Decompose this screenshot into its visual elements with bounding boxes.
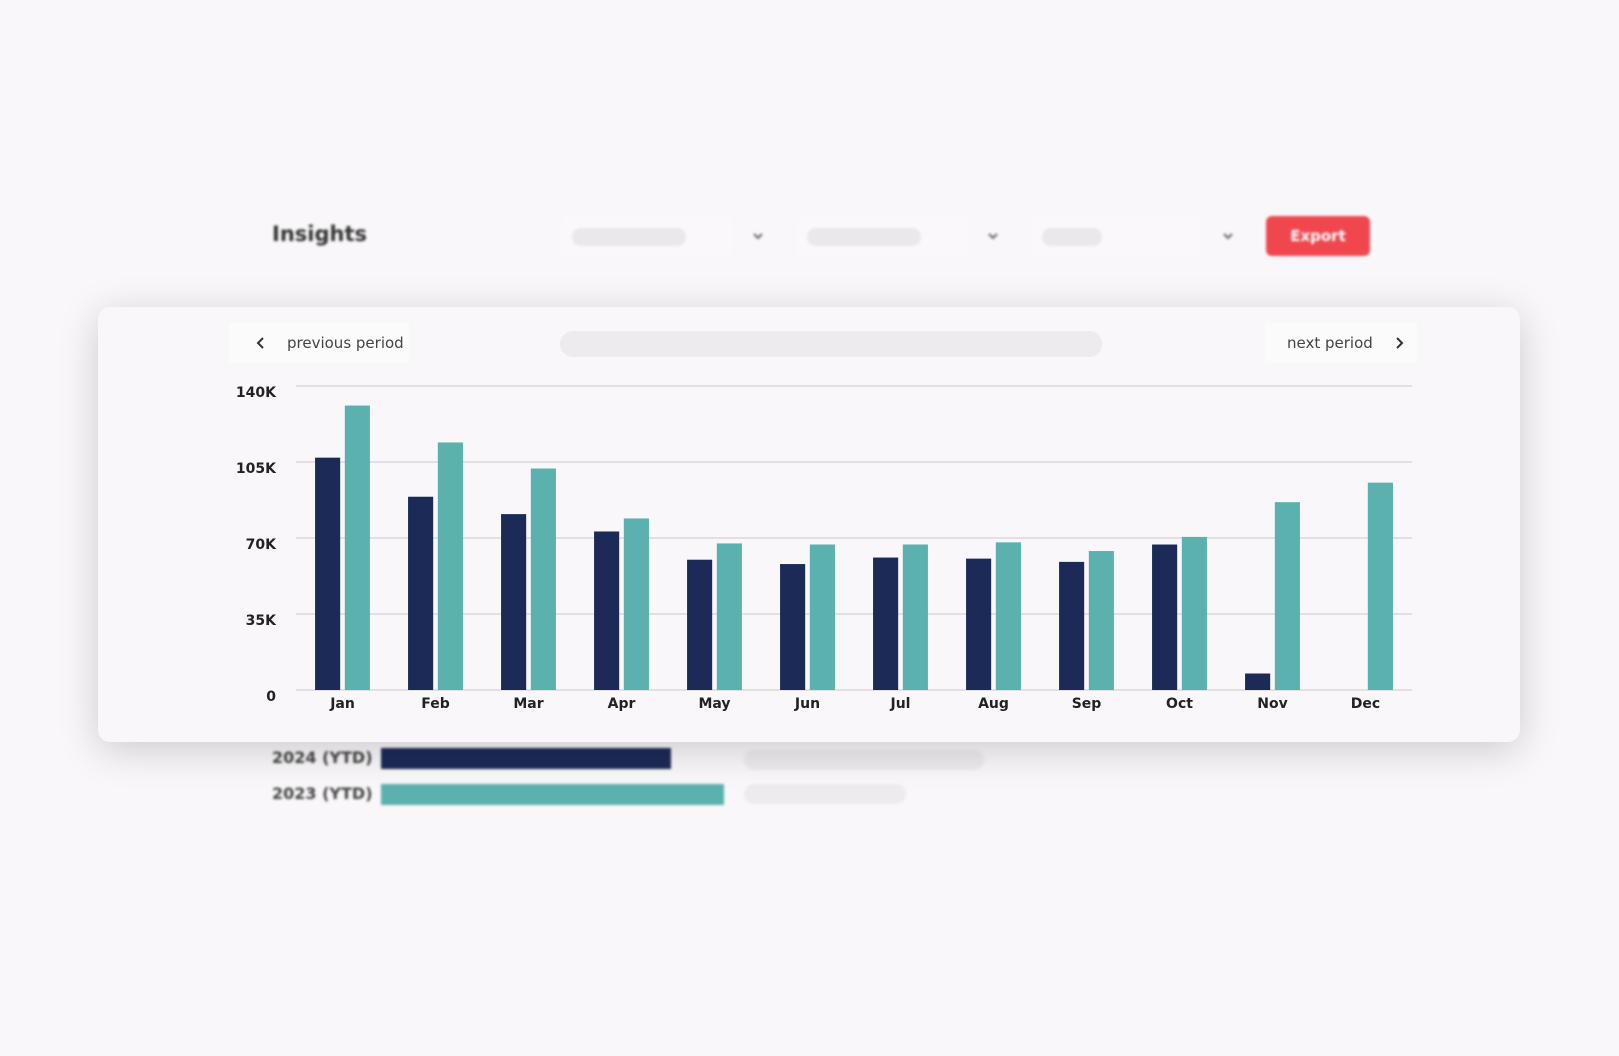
chevron bbox=[988, 233, 998, 240]
bar bbox=[623, 518, 649, 690]
y-tick-label: 35K bbox=[246, 613, 277, 629]
bar bbox=[530, 468, 556, 690]
legend-label: 2023 (YTD) bbox=[272, 784, 373, 803]
legend-label: 2024 (YTD) bbox=[272, 748, 373, 767]
y-tick-label: 140K bbox=[236, 385, 277, 401]
x-tick-label: Apr bbox=[608, 696, 636, 712]
x-tick-label: Sep bbox=[1072, 696, 1102, 712]
export-label: Export bbox=[1290, 227, 1346, 245]
bar bbox=[966, 558, 992, 690]
bar bbox=[687, 559, 713, 690]
previous-button[interactable]: previous period bbox=[229, 323, 409, 363]
bar bbox=[716, 543, 742, 690]
chart: 0 35K 70K 105K 140K Jan Feb Mar Apr May Jun Jul Aug S… bbox=[236, 385, 1412, 712]
placeholder bbox=[744, 750, 984, 770]
x-tick-label: May bbox=[698, 696, 730, 712]
y-tick-label: 105K bbox=[236, 461, 277, 477]
x-tick-label: Nov bbox=[1257, 696, 1287, 712]
x-tick-label: Aug bbox=[978, 696, 1009, 712]
y-tick-label: 70K bbox=[246, 537, 277, 553]
bar bbox=[1274, 502, 1300, 690]
placeholder bbox=[560, 331, 1102, 357]
chevron-left bbox=[256, 337, 264, 349]
x-tick-label: Dec bbox=[1351, 696, 1380, 712]
export-button[interactable]: Export bbox=[1266, 216, 1370, 256]
legend-swatch bbox=[381, 748, 671, 769]
placeholder bbox=[744, 784, 906, 804]
bar bbox=[995, 542, 1021, 690]
x-tick-label: Jul bbox=[890, 696, 911, 712]
dropdown[interactable] bbox=[562, 216, 763, 256]
chevron bbox=[753, 233, 763, 240]
bar bbox=[408, 496, 434, 690]
page-title: Insights bbox=[272, 222, 367, 246]
x-tick-label: Feb bbox=[421, 696, 450, 712]
bar bbox=[1245, 673, 1271, 690]
bar bbox=[902, 544, 928, 690]
chart-card: previous period next period 0 35K 70K 105K 1… bbox=[98, 307, 1520, 742]
x-tick-label: Jun bbox=[794, 696, 820, 712]
bar bbox=[780, 564, 806, 690]
bar bbox=[1088, 551, 1114, 690]
bar bbox=[873, 557, 899, 690]
next-button[interactable]: next period bbox=[1265, 323, 1417, 363]
bar bbox=[1181, 536, 1207, 690]
legend-swatch bbox=[381, 784, 724, 805]
y-tick-label: 0 bbox=[266, 689, 276, 705]
previous-label: previous period bbox=[287, 334, 404, 352]
next-label: next period bbox=[1287, 334, 1373, 352]
x-tick-label: Jan bbox=[329, 696, 355, 712]
dropdown[interactable] bbox=[1032, 216, 1233, 256]
chevron-right bbox=[1396, 337, 1404, 349]
bar bbox=[1367, 482, 1393, 690]
chevron bbox=[1223, 233, 1233, 240]
bar bbox=[809, 544, 835, 690]
x-tick-label: Mar bbox=[513, 696, 543, 712]
bar bbox=[437, 442, 463, 690]
x-tick-label: Oct bbox=[1166, 696, 1193, 712]
dropdown[interactable] bbox=[797, 216, 998, 256]
bar bbox=[344, 405, 370, 690]
bar bbox=[1059, 561, 1085, 690]
bar bbox=[315, 457, 341, 690]
bar bbox=[501, 514, 527, 690]
bar bbox=[594, 531, 620, 690]
bar bbox=[1152, 544, 1178, 690]
